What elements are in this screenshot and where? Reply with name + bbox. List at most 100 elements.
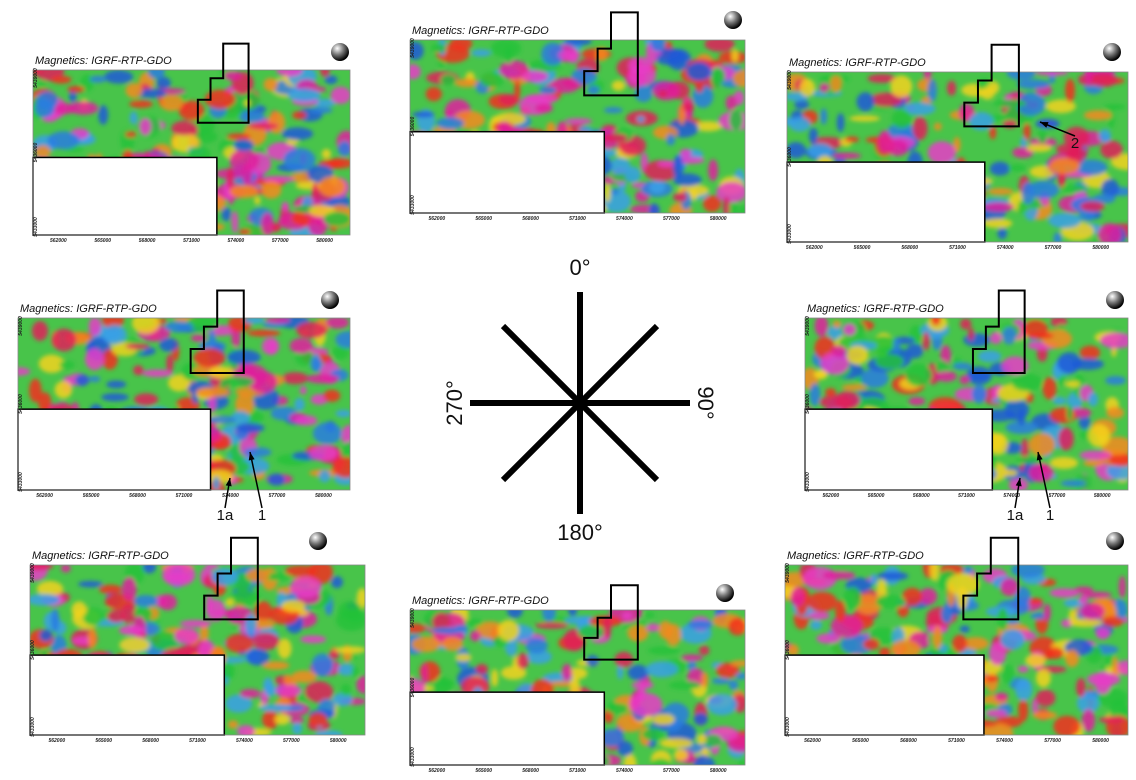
anomaly-blob xyxy=(282,127,313,140)
anomaly-blob xyxy=(101,393,129,401)
anomaly-blob xyxy=(820,108,827,124)
anomaly-blob xyxy=(225,634,253,653)
anomaly-blob xyxy=(251,633,279,650)
no-data-area xyxy=(33,157,217,235)
anomaly-blob xyxy=(610,188,619,195)
map-title: Magnetics: IGRF-RTP-GDO xyxy=(412,25,549,37)
anomaly-blob xyxy=(133,365,143,375)
anomaly-blob xyxy=(1088,424,1110,447)
anomaly-blob xyxy=(669,681,701,690)
illumination-sphere xyxy=(1106,291,1124,309)
anomaly-blob xyxy=(1085,65,1093,84)
y-tick-label: 5436000 xyxy=(33,143,39,163)
anomaly-blob xyxy=(837,113,845,132)
anomaly-blob xyxy=(35,99,55,118)
anomaly-blob xyxy=(206,594,213,615)
anomaly-blob xyxy=(1084,110,1112,120)
anomaly-blob xyxy=(1018,666,1029,673)
anomaly-blob xyxy=(726,95,737,110)
anomaly-blob xyxy=(323,390,340,402)
anomaly-blob xyxy=(338,141,352,156)
anomaly-blob xyxy=(126,83,143,98)
anomaly-blob xyxy=(464,618,483,626)
anomaly-blob xyxy=(810,620,822,630)
anomaly-blob xyxy=(103,325,127,345)
y-tick-label: 5436000 xyxy=(787,147,793,167)
anomaly-blob xyxy=(296,322,327,339)
y-tick-label: 5433000 xyxy=(410,195,416,215)
anomaly-blob xyxy=(658,621,672,639)
y-tick-label: 5433000 xyxy=(33,217,39,237)
map-title: Magnetics: IGRF-RTP-GDO xyxy=(789,57,926,69)
anomaly-blob xyxy=(660,738,693,748)
compass xyxy=(470,292,690,514)
anomaly-blob xyxy=(628,57,651,74)
anomaly-blob xyxy=(1023,123,1030,140)
anomaly-blob xyxy=(1080,603,1104,620)
anomaly-blob xyxy=(323,211,351,226)
anomaly-blob xyxy=(603,133,628,142)
anomaly-blob xyxy=(666,134,675,146)
anomaly-blob xyxy=(983,202,1014,212)
anomaly-blob xyxy=(673,192,687,202)
y-tick-label: 5439000 xyxy=(18,316,24,336)
x-tick-label: 580000 xyxy=(330,738,347,744)
anomaly-blob xyxy=(75,374,89,386)
y-tick-label: 5436000 xyxy=(18,394,24,414)
map-title: Magnetics: IGRF-RTP-GDO xyxy=(32,550,169,562)
compass-label: 0° xyxy=(569,255,590,280)
anomaly-blob xyxy=(32,321,48,341)
anomaly-blob xyxy=(652,714,675,725)
anomaly-blob xyxy=(230,590,260,605)
anomaly-blob xyxy=(227,133,251,140)
anomaly-blob xyxy=(832,153,861,159)
anomaly-blob xyxy=(450,36,472,50)
anomaly-blob xyxy=(708,159,718,181)
page: {"panels": [ {"title": "Magnetics: IGRF-… xyxy=(0,0,1136,780)
anomaly-blob xyxy=(213,476,220,490)
map-panel: Magnetics: IGRF-RTP-GDO56200056500056800… xyxy=(798,290,1136,524)
anomaly-blob xyxy=(312,183,318,198)
anomaly-blob xyxy=(1065,650,1079,667)
anomaly-blob xyxy=(180,620,212,628)
anomaly-blob xyxy=(993,99,1026,107)
anomaly-blob xyxy=(1018,409,1025,426)
anomaly-blob xyxy=(313,422,342,444)
anomaly-blob xyxy=(300,386,307,395)
anomaly-blob xyxy=(617,741,633,756)
anomaly-blob xyxy=(171,121,197,136)
anomaly-blob xyxy=(712,678,730,684)
anomaly-blob xyxy=(1105,376,1126,385)
anomaly-blob xyxy=(789,117,811,132)
anomaly-blob xyxy=(847,346,869,365)
anomaly-blob xyxy=(134,393,158,405)
anomaly-blob xyxy=(1044,604,1051,621)
x-tick-label: 568000 xyxy=(901,245,918,251)
map-panel: Magnetics: IGRF-RTP-GDO56200056500056800… xyxy=(398,11,755,222)
anomaly-blob xyxy=(122,577,136,601)
anomaly-blob xyxy=(833,320,841,328)
anomaly-blob xyxy=(1048,213,1081,228)
anomaly-blob xyxy=(319,470,331,483)
anomaly-blob xyxy=(166,354,173,372)
anomaly-blob xyxy=(278,638,292,658)
anomaly-blob xyxy=(959,375,969,384)
anomaly-blob xyxy=(107,610,126,623)
anomaly-blob xyxy=(908,397,925,405)
anomaly-blob xyxy=(205,563,218,569)
anomaly-blob xyxy=(240,689,260,698)
anomaly-blob xyxy=(220,376,254,387)
x-tick-label: 571000 xyxy=(958,493,975,499)
anomaly-blob xyxy=(193,348,225,367)
anomaly-blob xyxy=(165,321,194,332)
no-data-area xyxy=(410,692,604,765)
anomaly-blob xyxy=(412,636,441,652)
anomaly-blob xyxy=(225,598,234,606)
anomaly-blob xyxy=(1053,716,1080,737)
anomaly-blob xyxy=(211,568,238,586)
anomaly-blob xyxy=(989,126,996,140)
x-tick-label: 568000 xyxy=(129,493,146,499)
anomaly-blob xyxy=(707,694,737,716)
anomaly-blob xyxy=(275,714,290,725)
anomaly-blob xyxy=(139,118,151,136)
